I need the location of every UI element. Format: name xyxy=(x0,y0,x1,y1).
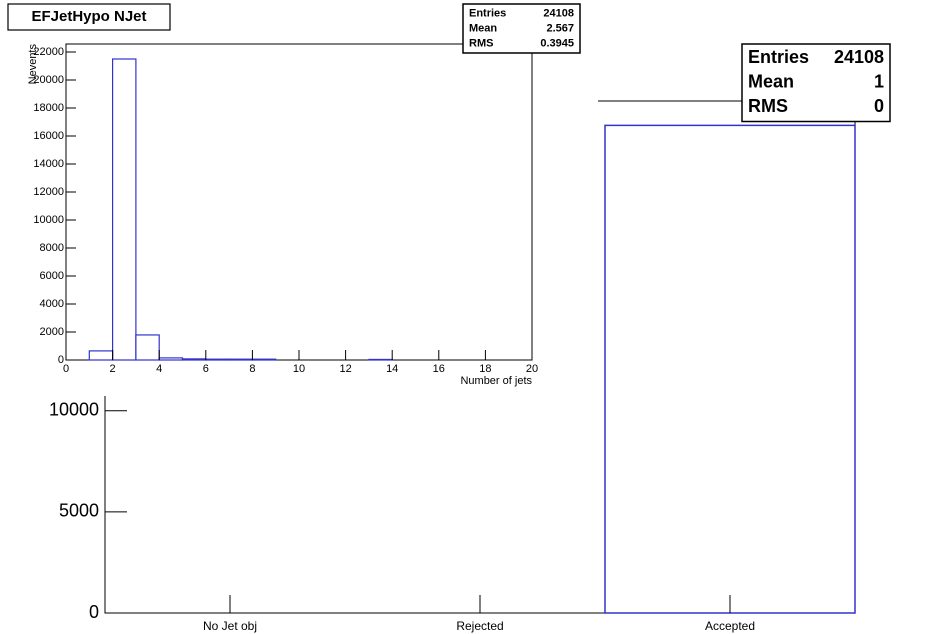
x-tick-label: 14 xyxy=(386,363,398,375)
x-tick-label: 0 xyxy=(63,363,69,375)
x-axis-label: Number of jets xyxy=(460,375,532,387)
stats-value: 0.3945 xyxy=(540,37,574,49)
stats-label: Mean xyxy=(748,72,794,92)
x-tick-label: 18 xyxy=(479,363,491,375)
x-tick-label: 20 xyxy=(526,363,538,375)
x-tick-label: Accepted xyxy=(705,619,755,633)
y-tick-label: 0 xyxy=(58,354,64,366)
x-tick-label: 16 xyxy=(433,363,445,375)
y-tick-label: 8000 xyxy=(40,242,64,254)
y-tick-label: 16000 xyxy=(33,130,64,142)
histogram-bar xyxy=(205,358,230,361)
stats-label: RMS xyxy=(748,96,788,116)
histogram-bar xyxy=(111,58,137,361)
stats-box xyxy=(462,3,581,54)
x-tick-label: 12 xyxy=(339,363,351,375)
stats-label: Entries xyxy=(469,7,506,19)
inset-pad xyxy=(0,0,598,396)
y-tick-label: 18000 xyxy=(33,102,64,114)
title-box xyxy=(7,3,171,31)
y-tick-label: 4000 xyxy=(40,298,64,310)
y-tick-label: 22000 xyxy=(33,46,64,58)
stats-label: Mean xyxy=(469,22,497,34)
y-tick-label: 20000 xyxy=(33,74,64,86)
y-tick-label: 10000 xyxy=(33,214,64,226)
x-tick-label: Rejected xyxy=(456,619,503,633)
chart-title: EFJetHypo NJet xyxy=(31,8,146,25)
stats-label: Entries xyxy=(748,47,809,67)
y-tick-label: 0 xyxy=(89,602,99,622)
stats-value: 24108 xyxy=(543,7,574,19)
y-axis-label: Nevents xyxy=(27,44,39,85)
y-tick-label: 10000 xyxy=(49,399,99,419)
stats-box xyxy=(741,43,891,123)
histogram-bar xyxy=(368,358,393,361)
histogram-bar xyxy=(251,358,277,361)
x-tick-label: 6 xyxy=(203,363,209,375)
histogram-bar xyxy=(181,358,207,361)
histogram-bar xyxy=(228,358,254,361)
x-tick-label: 4 xyxy=(156,363,162,375)
y-tick-label: 5000 xyxy=(59,501,99,521)
stats-value: 24108 xyxy=(834,47,884,67)
y-tick-label: 12000 xyxy=(33,186,64,198)
bar xyxy=(604,124,856,614)
histogram-bar xyxy=(135,334,160,361)
x-tick-label: 2 xyxy=(110,363,116,375)
stats-value: 0 xyxy=(874,96,884,116)
y-tick-label: 6000 xyxy=(40,270,64,282)
stats-label: RMS xyxy=(469,37,493,49)
x-tick-label: No Jet obj xyxy=(203,619,257,633)
stats-value: 2.567 xyxy=(546,22,574,34)
x-tick-label: 8 xyxy=(249,363,255,375)
y-tick-label: 14000 xyxy=(33,158,64,170)
stats-value: 1 xyxy=(874,72,884,92)
y-tick-label: 2000 xyxy=(40,326,64,338)
x-tick-label: 10 xyxy=(293,363,305,375)
